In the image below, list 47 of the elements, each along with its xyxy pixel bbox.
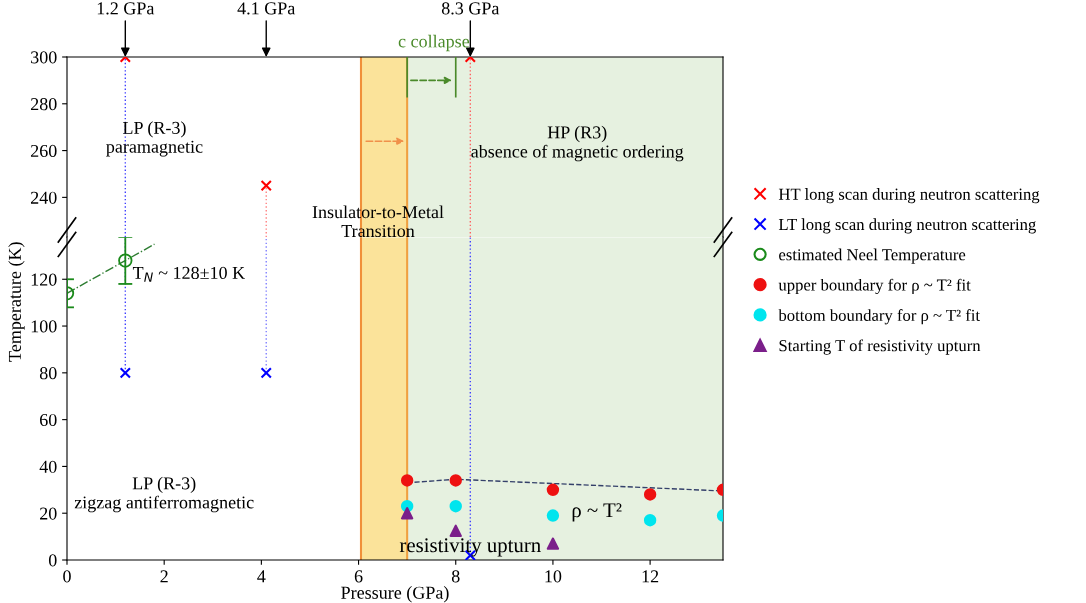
point	[546, 537, 560, 550]
point	[449, 524, 462, 537]
annotation: HP (R3) absence of magnetic ordering	[471, 125, 684, 162]
annotation: 1.2 GPa	[97, 2, 155, 15]
y-tick-label: 40	[39, 460, 57, 473]
y-tick-label: 280	[30, 98, 57, 111]
y-tick-label: 300	[31, 51, 57, 64]
x-tick-label: 6	[354, 570, 363, 583]
point	[260, 367, 272, 379]
y-tick-label: 20	[40, 507, 57, 520]
legend-label: LT long scan during neutron scattering	[778, 218, 1036, 234]
y-tick-label: 60	[40, 413, 57, 427]
point	[400, 507, 414, 520]
x-axis-title: Pressure (GPa)	[341, 586, 449, 603]
y-axis-title: Temperature (K)	[8, 242, 25, 362]
y-tick-label: 120	[31, 273, 57, 286]
x-tick-label: 0	[63, 570, 71, 583]
annotation: 8.3 GPa	[441, 2, 500, 15]
point	[546, 509, 560, 522]
annotation: c collapse	[398, 34, 470, 52]
y-tick-label: 260	[30, 144, 57, 158]
annotation: LP (R-3) zigzag antiferromagnetic	[74, 476, 254, 513]
y-tick-label: 100	[31, 320, 57, 333]
x-tick-label: 8	[451, 570, 460, 583]
y-tick-label: 80	[39, 367, 57, 380]
x-tick-label: 4	[257, 570, 266, 583]
text: 4.1 GPa	[237, 2, 296, 15]
point	[449, 474, 462, 487]
point	[449, 500, 462, 513]
legend-label: HT long scan during neutron scattering	[778, 188, 1040, 204]
y-tick-label: 0	[48, 554, 57, 567]
point	[119, 367, 132, 379]
point	[643, 488, 657, 501]
point	[546, 483, 560, 496]
point	[400, 474, 414, 487]
x-tick-label: 2	[160, 570, 168, 583]
point	[643, 514, 657, 527]
legend-label: bottom boundary for ρ ~ T² fit	[778, 309, 980, 325]
annotation: ρ ~ T²	[572, 503, 622, 522]
y-tick-label: 240	[30, 191, 57, 204]
annotation: T$_{N}$ ~ 128±10 K	[132, 266, 245, 282]
legend-label: estimated Neel Temperature	[779, 248, 966, 264]
legend-label: Starting T of resistivity upturn	[779, 339, 981, 355]
x-tick-label: 12	[642, 570, 659, 583]
legend-label: upper boundary for ρ ~ T² fit	[778, 278, 971, 295]
x-tick-label: 10	[545, 570, 562, 583]
annotation: LP (R-3) paramagnetic	[106, 121, 203, 157]
